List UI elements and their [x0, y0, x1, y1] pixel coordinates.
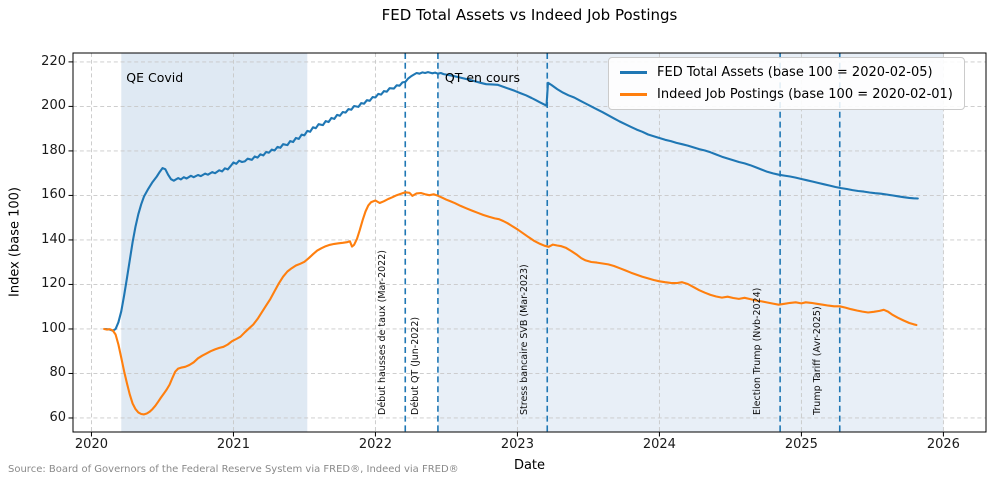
event-label-2: Stress bancaire SVB (Mar-2023) [519, 264, 531, 415]
fed-line-swatch [620, 71, 647, 74]
series-line-1 [103, 191, 918, 416]
y-tick-label: 180 [41, 142, 66, 158]
x-tick-label: 2022 [358, 437, 392, 452]
plot-border [72, 52, 987, 433]
y-tick-label: 60 [49, 409, 66, 425]
x-tick-label: 2023 [500, 437, 534, 452]
event-label-0: Début hausses de taux (Mar-2022) [377, 250, 389, 415]
y-tick-label: 220 [41, 53, 66, 69]
y-tick-label: 200 [41, 98, 66, 114]
legend: FED Total Assets (base 100 = 2020-02-05)… [608, 57, 965, 110]
y-tick-label: 160 [41, 187, 66, 203]
chart-title: FED Total Assets vs Indeed Job Postings [381, 6, 678, 24]
y-tick-label: 100 [41, 320, 66, 336]
x-tick-label: 2021 [216, 437, 250, 452]
x-tick-label: 2025 [784, 437, 818, 452]
legend-item-indeed: Indeed Job Postings (base 100 = 2020-02-… [620, 87, 953, 102]
region-1 [437, 53, 944, 432]
legend-label-fed: FED Total Assets (base 100 = 2020-02-05) [657, 65, 933, 80]
x-axis-label: Date [513, 458, 546, 473]
x-tick-label: 2026 [926, 437, 960, 452]
annotation-qt-en-cours: QT en cours [444, 70, 521, 85]
series-line-0 [104, 71, 919, 332]
event-label-3: Election Trump (Nvb-2024) [752, 287, 764, 415]
region-0 [121, 53, 308, 432]
legend-item-fed: FED Total Assets (base 100 = 2020-02-05) [620, 65, 953, 80]
y-tick-label: 140 [41, 231, 66, 247]
source-note: Source: Board of Governors of the Federa… [8, 464, 459, 475]
legend-label-indeed: Indeed Job Postings (base 100 = 2020-02-… [657, 87, 953, 102]
event-label-4: Trump Tariff (Avr-2025) [811, 306, 823, 415]
y-axis-label: Index (base 100) [7, 187, 23, 297]
indeed-line-swatch [620, 93, 647, 96]
annotation-qe-covid: QE Covid [126, 70, 184, 85]
y-tick-label: 120 [41, 276, 66, 292]
x-tick-label: 2024 [642, 437, 676, 452]
event-label-1: Début QT (Jun-2022) [409, 316, 421, 415]
y-tick-label: 80 [49, 365, 66, 381]
x-tick-label: 2020 [74, 437, 108, 452]
